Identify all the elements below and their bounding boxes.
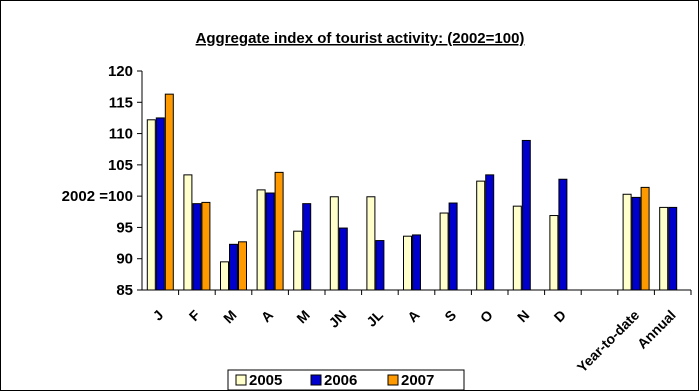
x-tick-label: J — [150, 307, 167, 324]
bar — [229, 243, 238, 291]
bar — [448, 202, 458, 291]
legend: 2005 2006 2007 — [227, 369, 465, 390]
bar — [220, 261, 229, 291]
x-tick-label: M — [293, 307, 313, 327]
bar — [476, 180, 486, 291]
legend-label: 2006 — [324, 372, 357, 389]
y-tick-label: 120 — [108, 63, 133, 80]
bar — [558, 178, 568, 291]
x-tick-label: A — [258, 307, 276, 325]
bar — [256, 189, 266, 291]
bar — [192, 203, 202, 291]
bar — [631, 196, 641, 291]
x-tick-label: D — [551, 307, 569, 325]
bar — [183, 174, 193, 291]
bar — [366, 196, 376, 291]
bar — [375, 240, 385, 291]
bar — [329, 196, 339, 291]
bar — [412, 234, 421, 291]
bar — [403, 235, 412, 291]
y-tick-label: 90 — [116, 251, 133, 268]
bar — [274, 171, 284, 291]
chart-title: Aggregate index of tourist activity: (20… — [196, 30, 525, 47]
x-tick-label: M — [220, 307, 240, 327]
legend-swatch — [310, 374, 322, 386]
y-tick-label: 115 — [109, 94, 133, 111]
x-tick-label: N — [514, 307, 532, 325]
y-tick-label: 2002 =100 — [62, 188, 133, 205]
x-tick-label: Year-to-date — [574, 307, 643, 376]
bar — [668, 206, 678, 291]
y-tick-label: 95 — [116, 219, 133, 236]
bar — [201, 201, 211, 291]
bar — [293, 230, 303, 291]
x-tick-label: A — [404, 307, 422, 325]
legend-swatch — [235, 374, 247, 386]
y-tick-label: 110 — [109, 126, 133, 143]
x-tick-label: F — [186, 306, 204, 324]
bar — [549, 215, 559, 291]
legend-label: 2007 — [401, 372, 434, 389]
bar — [265, 192, 275, 291]
bar — [640, 186, 650, 291]
legend-box — [227, 369, 465, 390]
x-tick-label: S — [441, 307, 459, 325]
bar — [338, 227, 348, 291]
y-tick-label: 105 — [108, 157, 133, 174]
legend-swatch — [387, 374, 399, 386]
x-tick-label: O — [477, 307, 496, 326]
bar — [146, 119, 156, 291]
bar — [512, 205, 522, 291]
x-tick-label: JL — [363, 306, 386, 329]
legend-label: 2005 — [249, 372, 282, 389]
bar — [485, 174, 495, 291]
bar — [622, 193, 632, 291]
x-tick-label: Annual — [634, 307, 679, 352]
bar — [302, 203, 312, 291]
y-tick-label: 85 — [116, 282, 133, 299]
bar — [238, 241, 247, 291]
bar — [659, 206, 669, 291]
bar — [439, 212, 449, 291]
x-tick-label: JN — [325, 307, 349, 331]
bar — [521, 139, 531, 291]
bar — [155, 117, 165, 291]
bar — [164, 93, 174, 291]
